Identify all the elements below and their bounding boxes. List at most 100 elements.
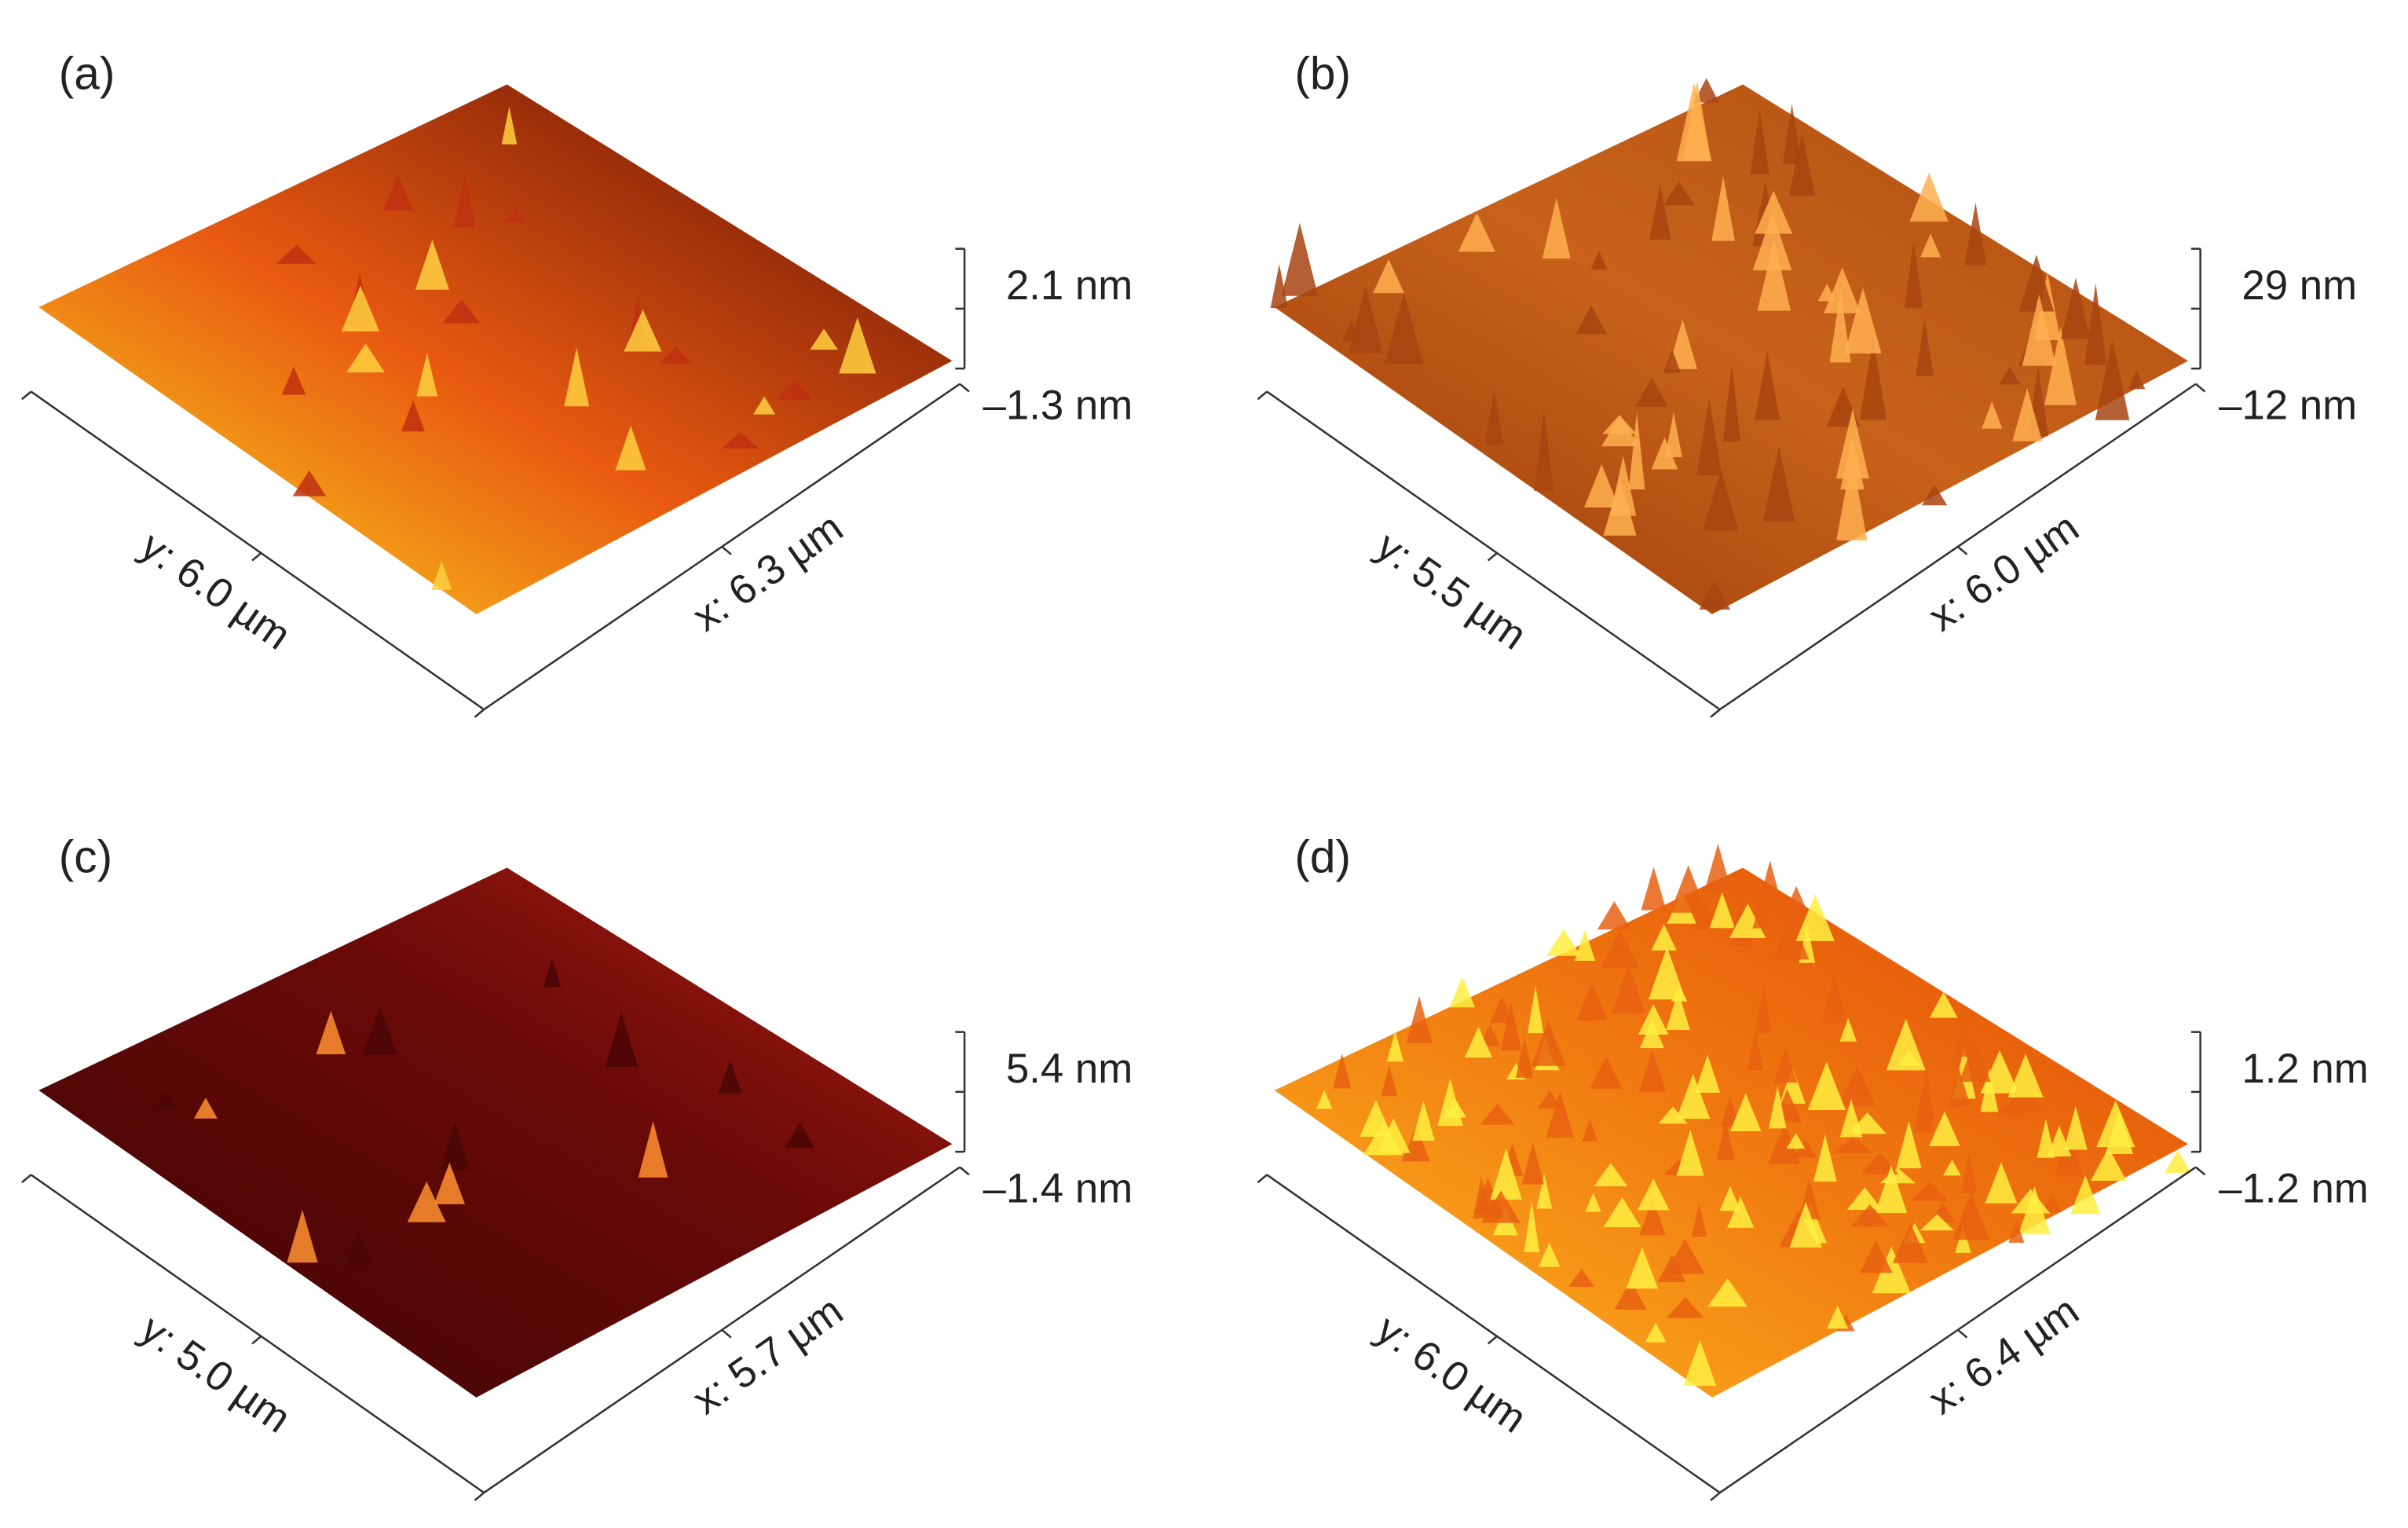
surface-peak <box>1911 1182 1949 1201</box>
surface-peak <box>1813 1134 1837 1182</box>
surface-peak <box>431 561 452 590</box>
surface-peak <box>1637 1178 1670 1211</box>
axis-tick <box>474 1492 485 1501</box>
surface-peak <box>1711 176 1735 241</box>
surface-peak <box>1920 233 1941 258</box>
surface-peak <box>2018 254 2055 312</box>
surface-peak <box>1694 1054 1721 1093</box>
surface-peak <box>1683 1339 1717 1387</box>
surface-peak <box>1959 1039 1991 1083</box>
panel-label: (a) <box>59 48 115 99</box>
axis-tick <box>2194 383 2206 393</box>
surface-peak <box>605 1011 638 1067</box>
afm-surface <box>38 867 953 1398</box>
surface-peak <box>1826 1305 1849 1329</box>
surface-peak <box>1719 1185 1741 1211</box>
surface-peak <box>2044 327 2077 405</box>
surface-peak <box>1892 1223 1929 1263</box>
surface-peak <box>1500 1002 1522 1051</box>
surface-peak <box>193 1097 218 1119</box>
surface-peak <box>2063 1105 2088 1150</box>
surface-peak <box>839 317 876 374</box>
surface-peak <box>1909 172 1949 222</box>
surface-peak <box>1836 456 1868 540</box>
surface-peak <box>1773 1048 1798 1083</box>
surface-peak <box>1807 1061 1846 1110</box>
surface-peak <box>1480 1104 1515 1125</box>
surface-peak <box>1666 991 1690 1030</box>
y-axis-label: y: 5.0 µm <box>132 1306 298 1442</box>
surface-peak <box>1822 973 1847 1024</box>
surface-peak <box>501 106 518 145</box>
surface-peak <box>777 379 813 400</box>
y-axis-line <box>30 1174 485 1494</box>
surface-peak <box>1406 995 1433 1043</box>
surface-peak <box>1590 250 1608 270</box>
surface-peak <box>1601 930 1639 968</box>
surface-peak <box>624 310 662 352</box>
surface-peak <box>1628 412 1645 489</box>
surface-peak <box>543 958 562 988</box>
surface-peak <box>1693 78 1719 103</box>
surface-peak <box>1952 1192 1990 1240</box>
surface-peak <box>1639 1020 1664 1049</box>
surface-peak <box>1729 903 1766 939</box>
surface-peak <box>1524 1201 1540 1252</box>
surface-peak <box>415 240 449 290</box>
surface-peak <box>1961 1152 1978 1193</box>
surface-peak <box>1458 212 1495 252</box>
surface-peak <box>1638 1049 1667 1093</box>
surface-peak <box>401 400 425 432</box>
surface-peak <box>1610 456 1637 516</box>
axis-tick <box>1956 545 1968 555</box>
surface-peak <box>2008 1219 2025 1243</box>
surface-peak <box>1527 985 1544 1034</box>
surface-peak <box>1752 212 1792 271</box>
surface-peak <box>1707 1278 1747 1307</box>
surface-peak <box>1833 1136 1872 1153</box>
surface-peak <box>1316 1090 1333 1109</box>
surface-peak <box>1546 929 1581 956</box>
surface-peak <box>1597 901 1631 930</box>
surface-peak <box>1670 865 1707 913</box>
surface-peak <box>1750 109 1769 175</box>
surface-peak <box>1964 203 1987 266</box>
surface-peak <box>1773 914 1810 960</box>
surface-peak <box>1999 366 2021 385</box>
surface-peak <box>2128 369 2146 390</box>
surface-peak <box>1641 867 1667 911</box>
surface-peak <box>1782 104 1802 164</box>
z-min-label: –1.4 nm <box>983 1166 1133 1212</box>
surface-peak <box>1824 267 1861 313</box>
surface-peak <box>810 328 838 350</box>
surface-peak <box>1373 258 1404 294</box>
surface-peak <box>1381 1064 1398 1097</box>
surface-peak <box>407 1181 446 1222</box>
panel: (c) 5.4 nm –1.4 nm y: 5.0 µm x: 5.7 µm <box>21 831 1133 1501</box>
surface-peak <box>1722 365 1741 442</box>
surface-peak <box>2022 294 2057 366</box>
surface-peak <box>1664 412 1682 458</box>
surface-peak <box>1386 1031 1404 1062</box>
surface-peak <box>1574 929 1596 962</box>
y-axis-label: y: 6.0 µm <box>1368 1306 1535 1442</box>
surface-peak <box>615 425 646 471</box>
surface-peak <box>1651 924 1677 951</box>
axis-tick <box>1956 1328 1968 1339</box>
surface-peak <box>1658 1106 1688 1124</box>
surface-peak <box>346 343 385 373</box>
surface-peak <box>2084 283 2107 365</box>
surface-peak <box>1360 1099 1392 1138</box>
surface-peak <box>1768 1122 1801 1165</box>
afm-surface <box>1274 84 2189 614</box>
surface-peak <box>1896 1120 1922 1169</box>
surface-peak <box>1789 1201 1822 1248</box>
z-max-label: 1.2 nm <box>2241 1046 2368 1092</box>
surface-peak <box>1634 377 1668 408</box>
surface-peak <box>1639 1198 1666 1236</box>
surface-peak <box>1747 1030 1764 1071</box>
z-min-label: –1.3 nm <box>983 383 1133 429</box>
surface-peak <box>1594 1163 1628 1187</box>
surface-peak <box>1546 1091 1575 1138</box>
surface-peak <box>441 1119 470 1170</box>
